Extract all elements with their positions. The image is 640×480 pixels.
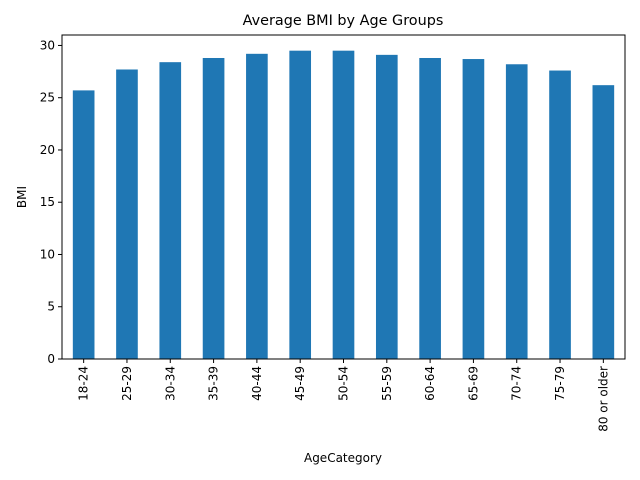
bar-50-54 bbox=[332, 50, 355, 359]
bar-70-74 bbox=[505, 64, 528, 359]
y-tick-label: 5 bbox=[47, 300, 55, 314]
bar-35-39 bbox=[202, 57, 225, 359]
y-axis: 0 5 10 15 20 25 30 bbox=[40, 38, 62, 366]
x-tick-label: 50-54 bbox=[337, 366, 351, 401]
x-tick-label: 75-79 bbox=[553, 366, 567, 401]
bars-group bbox=[72, 50, 615, 360]
bar-65-69 bbox=[462, 59, 485, 360]
bar-60-64 bbox=[419, 57, 441, 359]
x-tick-label: 70-74 bbox=[510, 366, 524, 401]
x-axis-label: AgeCategory bbox=[304, 451, 382, 465]
bar-18-24 bbox=[72, 90, 95, 359]
bar-80-or-older bbox=[592, 85, 615, 360]
y-axis-label: BMI bbox=[15, 186, 29, 208]
bar-45-49 bbox=[289, 50, 312, 359]
bar-55-59 bbox=[375, 54, 398, 359]
bar-40-44 bbox=[246, 53, 268, 360]
bar-75-79 bbox=[549, 70, 571, 359]
x-tick-label: 80 or older bbox=[596, 366, 610, 432]
x-tick-label: 60-64 bbox=[423, 366, 437, 401]
bar-25-29 bbox=[116, 69, 138, 359]
x-axis: 18-24 25-29 30-34 35-39 40-44 45-49 50-54 55-59… bbox=[77, 359, 610, 432]
y-tick-label: 20 bbox=[40, 143, 55, 157]
x-tick-label: 18-24 bbox=[77, 366, 91, 401]
plot-frame bbox=[61, 34, 626, 360]
y-tick-label: 0 bbox=[47, 352, 55, 366]
y-tick-label: 30 bbox=[40, 38, 55, 52]
bar-30-34 bbox=[159, 62, 182, 359]
x-tick-label: 25-29 bbox=[120, 366, 134, 401]
chart-title: Average BMI by Age Groups bbox=[243, 13, 444, 29]
x-tick-label: 55-59 bbox=[380, 366, 394, 401]
x-tick-label: 30-34 bbox=[163, 366, 177, 401]
x-tick-label: 35-39 bbox=[207, 366, 221, 401]
y-tick-label: 10 bbox=[40, 247, 55, 261]
x-tick-label: 65-69 bbox=[466, 366, 480, 401]
x-tick-label: 40-44 bbox=[250, 366, 264, 401]
x-tick-label: 45-49 bbox=[293, 366, 307, 401]
y-tick-label: 15 bbox=[40, 195, 55, 209]
y-tick-label: 25 bbox=[40, 91, 55, 105]
